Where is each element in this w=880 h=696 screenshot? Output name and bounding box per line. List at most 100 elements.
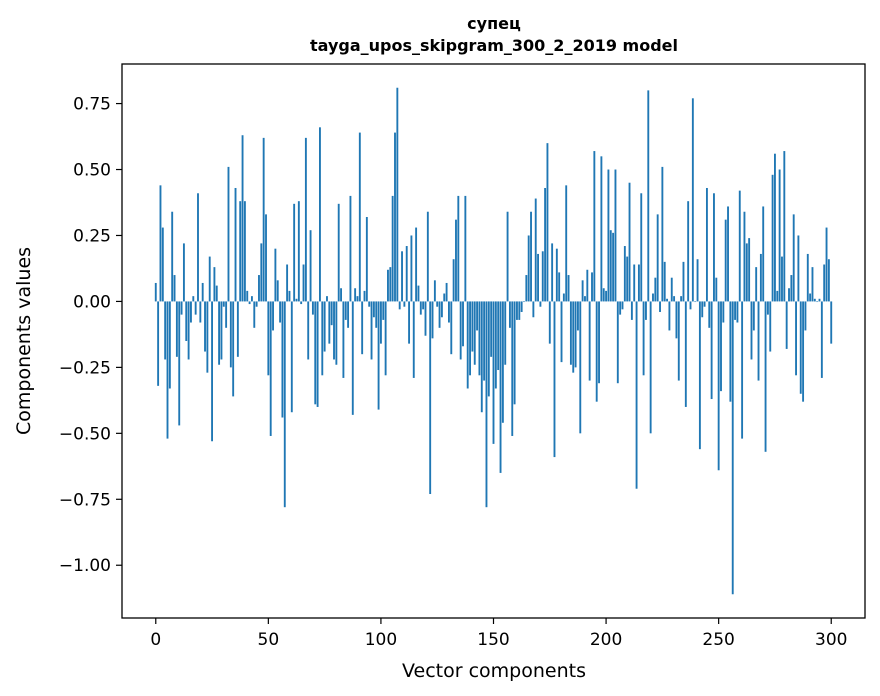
bar bbox=[722, 301, 725, 323]
bar bbox=[816, 301, 819, 303]
bar bbox=[164, 301, 167, 360]
bar bbox=[433, 280, 436, 302]
bar bbox=[539, 301, 542, 307]
bar bbox=[792, 214, 795, 302]
bar bbox=[769, 301, 772, 352]
bar bbox=[227, 166, 230, 302]
bar bbox=[731, 301, 734, 595]
x-tick-label: 100 bbox=[365, 630, 397, 650]
bar bbox=[342, 301, 345, 378]
bar bbox=[333, 301, 335, 360]
bar bbox=[659, 301, 661, 312]
bar bbox=[494, 301, 497, 389]
bar bbox=[799, 301, 802, 394]
bar bbox=[440, 301, 443, 318]
bar bbox=[173, 275, 176, 302]
plot-frame bbox=[121, 63, 866, 619]
bar bbox=[424, 301, 427, 336]
bar bbox=[232, 301, 235, 397]
bars-group bbox=[154, 87, 833, 595]
bar bbox=[720, 301, 722, 392]
bar bbox=[283, 301, 286, 508]
bar bbox=[736, 301, 739, 323]
bar bbox=[576, 301, 579, 331]
bar bbox=[358, 132, 361, 302]
y-tick-label: −0.50 bbox=[59, 424, 111, 444]
bar bbox=[368, 301, 371, 307]
bar bbox=[567, 275, 570, 302]
bar bbox=[431, 301, 434, 339]
bar bbox=[239, 201, 242, 302]
bar bbox=[492, 301, 495, 444]
bar bbox=[609, 230, 612, 302]
x-axis-ticks: 0 50 100 150 200 250 300 bbox=[150, 618, 847, 650]
bar bbox=[199, 301, 202, 323]
bar bbox=[560, 301, 563, 363]
bar bbox=[471, 301, 474, 352]
bar bbox=[304, 137, 307, 302]
bar bbox=[717, 301, 720, 471]
bar bbox=[429, 301, 432, 495]
bar bbox=[684, 301, 687, 407]
bar bbox=[513, 301, 516, 405]
bar bbox=[532, 301, 535, 318]
bar bbox=[548, 301, 551, 344]
bar bbox=[262, 137, 265, 302]
bar bbox=[827, 259, 830, 302]
bar bbox=[508, 301, 511, 328]
bar bbox=[225, 301, 228, 328]
chart-subtitle: tayga_upos_skipgram_300_2_2019 model bbox=[310, 36, 678, 55]
x-axis-label: Vector components bbox=[402, 660, 586, 682]
bar bbox=[328, 301, 331, 344]
x-tick-label: 0 bbox=[150, 630, 161, 650]
bar bbox=[272, 301, 274, 331]
x-tick-label: 150 bbox=[477, 630, 509, 650]
bar bbox=[588, 301, 591, 381]
bar bbox=[171, 211, 174, 302]
bar bbox=[790, 275, 793, 302]
bar bbox=[396, 87, 399, 302]
bar bbox=[452, 259, 455, 302]
bar bbox=[586, 269, 589, 302]
bar bbox=[349, 195, 352, 302]
bar bbox=[276, 280, 279, 302]
bar bbox=[752, 301, 755, 331]
y-tick-label: 0.00 bbox=[73, 292, 111, 312]
bar bbox=[344, 301, 347, 320]
bar bbox=[365, 217, 368, 302]
bar bbox=[581, 280, 584, 302]
bar bbox=[347, 301, 350, 328]
bar bbox=[701, 301, 704, 318]
bar bbox=[804, 301, 807, 331]
bar bbox=[319, 127, 321, 302]
bar bbox=[553, 301, 556, 458]
bar bbox=[398, 301, 401, 310]
bar bbox=[544, 187, 547, 302]
bar bbox=[166, 301, 169, 439]
bar bbox=[551, 243, 554, 302]
bar bbox=[218, 301, 221, 365]
bar bbox=[781, 256, 783, 302]
bar bbox=[197, 193, 199, 302]
bar bbox=[600, 156, 603, 302]
bar bbox=[307, 301, 310, 360]
bar bbox=[511, 301, 514, 436]
bar bbox=[778, 169, 781, 302]
bar bbox=[485, 301, 488, 508]
bar bbox=[555, 248, 558, 302]
bar bbox=[823, 264, 826, 302]
bar bbox=[534, 198, 537, 302]
bar bbox=[647, 90, 650, 302]
bar bbox=[375, 301, 378, 328]
bar bbox=[605, 290, 608, 302]
bar bbox=[222, 301, 225, 307]
bar bbox=[734, 301, 737, 320]
bar bbox=[785, 301, 788, 349]
bar bbox=[384, 301, 387, 376]
bar bbox=[403, 301, 406, 307]
bar bbox=[652, 293, 654, 302]
bar bbox=[466, 301, 469, 389]
bar bbox=[363, 290, 366, 302]
bar bbox=[323, 301, 326, 352]
bar bbox=[316, 301, 319, 407]
